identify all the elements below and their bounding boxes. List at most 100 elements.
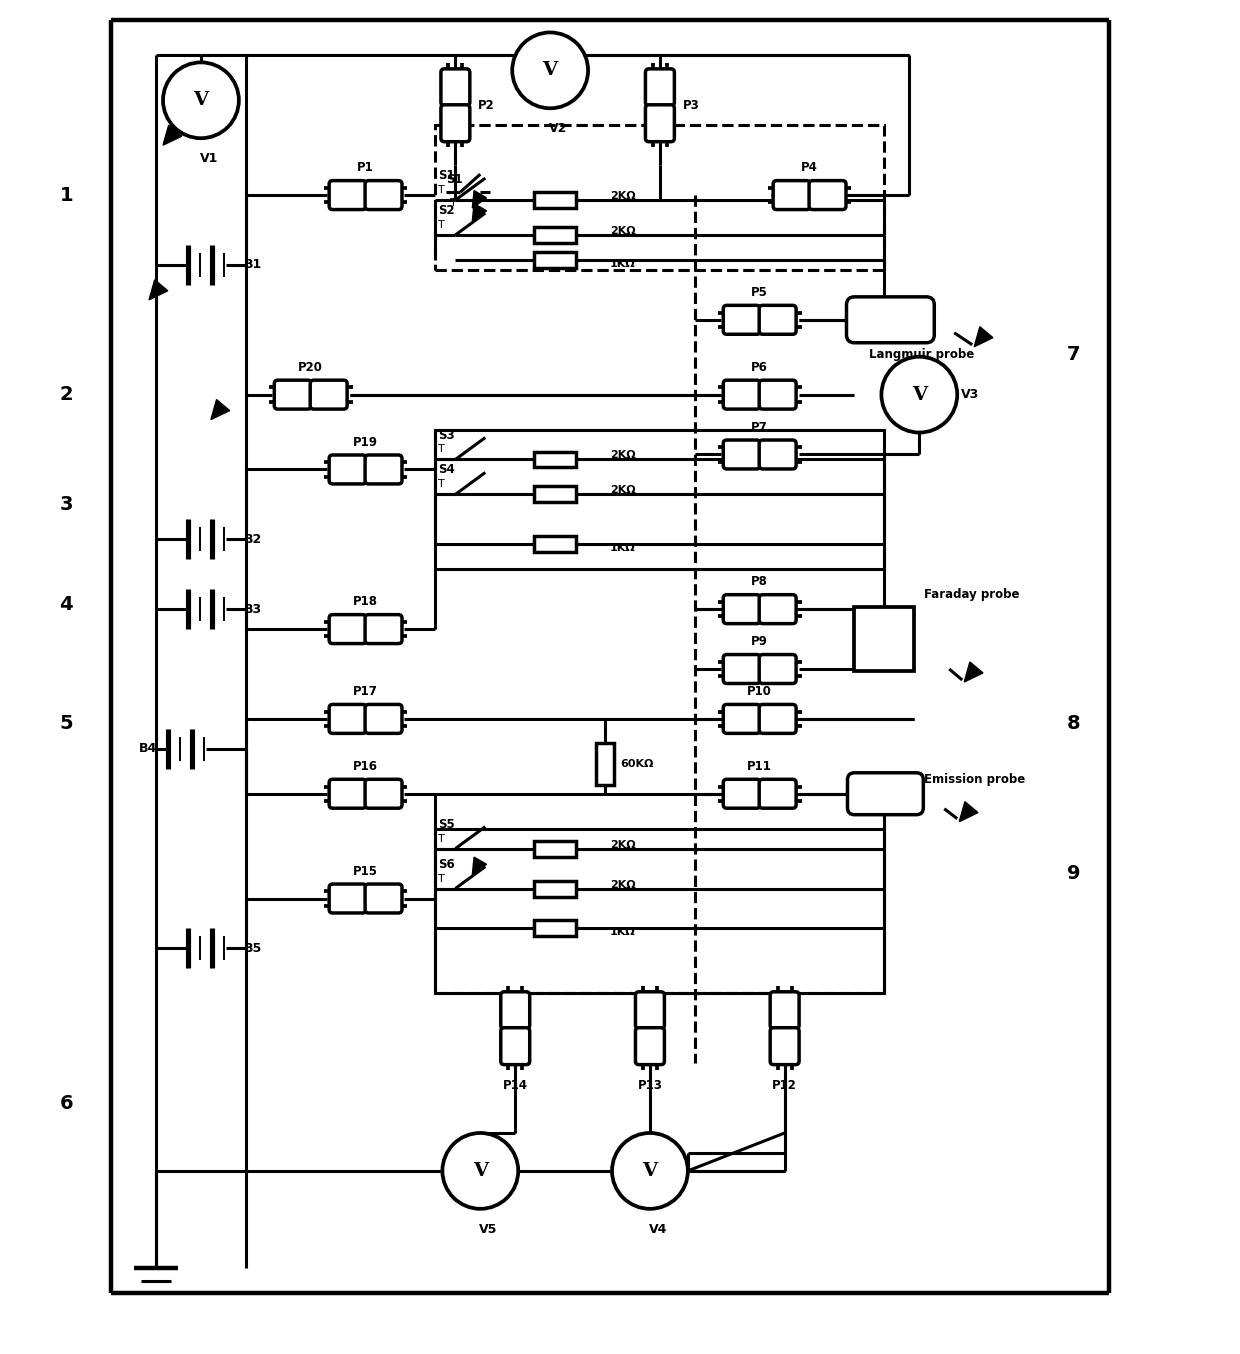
FancyBboxPatch shape — [310, 380, 347, 409]
FancyBboxPatch shape — [723, 594, 760, 624]
Text: P14: P14 — [502, 1079, 528, 1093]
Bar — [534, 227, 577, 242]
Text: 1KΩ: 1KΩ — [610, 927, 636, 937]
Text: Langmuir probe: Langmuir probe — [869, 348, 975, 360]
FancyBboxPatch shape — [723, 780, 760, 808]
Text: V2: V2 — [549, 122, 568, 135]
FancyBboxPatch shape — [365, 180, 402, 210]
Text: P11: P11 — [748, 760, 773, 773]
Text: 3: 3 — [60, 496, 73, 515]
Text: V3: V3 — [961, 389, 980, 401]
Text: T: T — [439, 479, 445, 489]
Text: 2KΩ: 2KΩ — [610, 451, 636, 460]
Bar — [435, 829, 884, 994]
Text: P7: P7 — [751, 421, 768, 433]
Text: Emission probe: Emission probe — [924, 773, 1025, 785]
Bar — [534, 192, 577, 209]
Circle shape — [512, 32, 588, 108]
Text: B3: B3 — [244, 603, 262, 616]
Bar — [435, 125, 884, 269]
Bar — [534, 451, 577, 467]
Text: P20: P20 — [299, 360, 324, 374]
FancyBboxPatch shape — [365, 615, 402, 643]
Text: B4: B4 — [139, 742, 157, 756]
FancyBboxPatch shape — [774, 180, 810, 210]
FancyBboxPatch shape — [847, 773, 924, 815]
Text: 2KΩ: 2KΩ — [610, 839, 636, 849]
FancyBboxPatch shape — [646, 104, 675, 142]
Text: T: T — [450, 198, 458, 209]
Polygon shape — [472, 857, 486, 875]
Text: T: T — [439, 834, 445, 844]
Text: 5: 5 — [60, 715, 73, 734]
Circle shape — [443, 1133, 518, 1209]
Text: V4: V4 — [649, 1223, 667, 1236]
FancyBboxPatch shape — [274, 380, 311, 409]
FancyBboxPatch shape — [723, 380, 760, 409]
FancyBboxPatch shape — [501, 1028, 529, 1064]
Polygon shape — [472, 203, 486, 221]
Text: P9: P9 — [751, 635, 768, 649]
Polygon shape — [211, 399, 229, 420]
Text: 4: 4 — [60, 594, 73, 613]
Text: B1: B1 — [244, 259, 262, 271]
FancyBboxPatch shape — [329, 455, 366, 483]
Text: S6: S6 — [439, 857, 455, 871]
Text: T: T — [439, 444, 445, 455]
Text: P3: P3 — [683, 99, 699, 112]
FancyBboxPatch shape — [759, 704, 796, 734]
FancyBboxPatch shape — [770, 991, 799, 1029]
Text: 1: 1 — [60, 185, 73, 204]
FancyBboxPatch shape — [365, 780, 402, 808]
Text: 2KΩ: 2KΩ — [610, 226, 636, 236]
FancyBboxPatch shape — [759, 306, 796, 334]
Bar — [435, 429, 884, 569]
Text: P16: P16 — [353, 760, 378, 773]
FancyBboxPatch shape — [723, 654, 760, 684]
FancyBboxPatch shape — [759, 594, 796, 624]
Text: 2KΩ: 2KΩ — [610, 880, 636, 890]
Text: 60KΩ: 60KΩ — [620, 758, 653, 769]
Text: P17: P17 — [353, 685, 378, 697]
FancyBboxPatch shape — [365, 704, 402, 734]
Text: S1: S1 — [439, 169, 455, 181]
Text: P13: P13 — [637, 1079, 662, 1093]
FancyBboxPatch shape — [329, 180, 366, 210]
Text: 2KΩ: 2KΩ — [610, 486, 636, 496]
Text: P8: P8 — [751, 575, 768, 588]
Bar — [854, 607, 914, 672]
Polygon shape — [472, 191, 486, 209]
Text: V: V — [472, 1162, 487, 1179]
Text: T: T — [439, 219, 445, 230]
Text: V: V — [193, 91, 208, 110]
Text: T: T — [439, 185, 445, 195]
FancyBboxPatch shape — [365, 884, 402, 913]
Text: 9: 9 — [1068, 864, 1081, 883]
FancyBboxPatch shape — [759, 440, 796, 468]
FancyBboxPatch shape — [501, 991, 529, 1029]
FancyBboxPatch shape — [441, 69, 470, 106]
FancyBboxPatch shape — [723, 306, 760, 334]
Text: 8: 8 — [1068, 715, 1081, 734]
Polygon shape — [149, 280, 167, 299]
Text: 2: 2 — [60, 385, 73, 403]
Text: 7: 7 — [1068, 345, 1081, 364]
Text: S4: S4 — [439, 463, 455, 477]
Text: 1KΩ: 1KΩ — [610, 543, 636, 554]
Bar — [534, 841, 577, 857]
Text: 6: 6 — [60, 1094, 73, 1113]
Bar — [534, 921, 577, 937]
Text: V: V — [543, 61, 558, 80]
Polygon shape — [975, 326, 993, 347]
Text: 1KΩ: 1KΩ — [610, 259, 636, 269]
FancyBboxPatch shape — [770, 1028, 799, 1064]
Text: Faraday probe: Faraday probe — [924, 588, 1019, 601]
Text: P12: P12 — [773, 1079, 797, 1093]
Circle shape — [613, 1133, 688, 1209]
Text: B2: B2 — [244, 533, 262, 546]
Text: P18: P18 — [353, 596, 378, 608]
Bar — [534, 880, 577, 896]
FancyBboxPatch shape — [365, 455, 402, 483]
Text: P4: P4 — [801, 161, 818, 175]
Circle shape — [162, 62, 239, 138]
